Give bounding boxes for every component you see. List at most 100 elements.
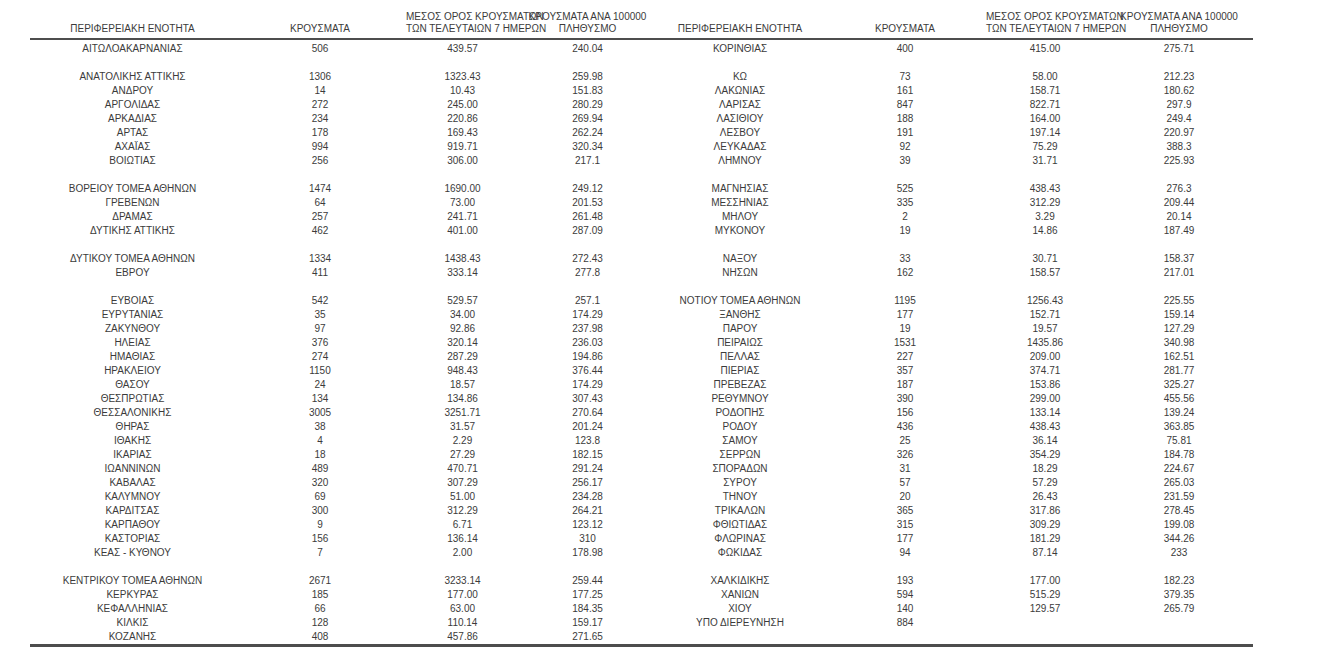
avg7-cell-right: 129.57 [985,602,1105,616]
region-cell-left: ΖΑΚΥΝΘΟΥ [30,322,235,336]
table-row: ΚΑΣΤΟΡΙΑΣ156136.14310ΦΛΩΡΙΝΑΣ177181.2934… [30,532,1253,546]
avg7-cell-left: 241.71 [405,210,520,224]
cases-cell-right: 357 [825,364,985,378]
table-row: ΚΕΡΚΥΡΑΣ185177.00177.25ΧΑΝΙΩΝ594515.2937… [30,588,1253,602]
avg7-cell-right: 133.14 [985,406,1105,420]
region-cell-left: ΚΟΖΑΝΗΣ [30,630,235,646]
region-cell-left: ΑΡΤΑΣ [30,126,235,140]
cases-cell-left: 7 [235,546,405,560]
per100k-cell-left: 320.34 [520,140,655,154]
avg7-cell-right: 354.29 [985,448,1105,462]
per100k-cell-left: 271.65 [520,630,655,646]
region-cell-right: ΠΕΛΛΑΣ [655,350,825,364]
per100k-cell-right [1105,168,1253,182]
cases-cell-left [235,168,405,182]
avg7-cell-right: 57.29 [985,476,1105,490]
avg7-cell-right [985,616,1105,630]
cases-cell-right [825,168,985,182]
region-cell-left: ΚΕΦΑΛΛΗΝΙΑΣ [30,602,235,616]
per100k-cell-right: 275.71 [1105,39,1253,56]
region-cell-right: ΤΗΝΟΥ [655,490,825,504]
table-row: ΗΛΕΙΑΣ376320.14236.03ΠΕΙΡΑΙΩΣ15311435.86… [30,336,1253,350]
table-row [30,238,1253,252]
avg7-cell-left: 92.86 [405,322,520,336]
avg7-cell-left: 1438.43 [405,252,520,266]
per100k-cell-left: 259.98 [520,70,655,84]
avg7-cell-left: 306.00 [405,154,520,168]
per100k-cell-right: 231.59 [1105,490,1253,504]
cases-cell-right [825,56,985,70]
per100k-cell-right: 220.97 [1105,126,1253,140]
per100k-cell-left: 159.17 [520,616,655,630]
per100k-cell-right: 265.79 [1105,602,1253,616]
avg7-cell-right: 31.71 [985,154,1105,168]
cases-cell-left: 376 [235,336,405,350]
per100k-cell-right [1105,238,1253,252]
avg7-cell-left: 287.29 [405,350,520,364]
per100k-cell-left: 287.09 [520,224,655,238]
region-cell-right: ΛΕΥΚΑΔΑΣ [655,140,825,154]
per100k-cell-right: 20.14 [1105,210,1253,224]
region-cell-left: ΚΕΡΚΥΡΑΣ [30,588,235,602]
region-cell-right: ΚΩ [655,70,825,84]
per100k-cell-left: 264.21 [520,504,655,518]
cases-cell-left: 274 [235,350,405,364]
table-row: ΑΡΓΟΛΙΔΑΣ272245.00280.29ΛΑΡΙΣΑΣ847822.71… [30,98,1253,112]
table-row: ΘΕΣΣΑΛΟΝΙΚΗΣ30053251.71270.64ΡΟΔΟΠΗΣ1561… [30,406,1253,420]
table-row: ΘΑΣΟΥ2418.57174.29ΠΡΕΒΕΖΑΣ187153.86325.2… [30,378,1253,392]
per100k-cell-right: 199.08 [1105,518,1253,532]
cases-cell-left: 185 [235,588,405,602]
header-cases-right: ΚΡΟΥΣΜΑΤΑ [825,11,985,39]
cases-cell-right: 315 [825,518,985,532]
avg7-cell-right: 309.29 [985,518,1105,532]
per100k-cell-left: 249.12 [520,182,655,196]
cases-cell-left: 134 [235,392,405,406]
cases-cell-left: 462 [235,224,405,238]
avg7-cell-left: 177.00 [405,588,520,602]
cases-cell-left: 1474 [235,182,405,196]
region-cell-left: ΔΥΤΙΚΗΣ ΑΤΤΙΚΗΣ [30,224,235,238]
header-cases-right-label: ΚΡΟΥΣΜΑΤΑ [826,23,984,35]
table-header: ΠΕΡΙΦΕΡΕΙΑΚΗ ΕΝΟΤΗΤΑ ΚΡΟΥΣΜΑΤΑ ΜΕΣΟΣ ΟΡΟ… [30,11,1253,39]
header-region-right-label: ΠΕΡΙΦΕΡΕΙΑΚΗ ΕΝΟΤΗΤΑ [656,23,824,35]
table-row [30,168,1253,182]
per100k-cell-left: 174.29 [520,378,655,392]
cases-cell-left: 97 [235,322,405,336]
cases-cell-left: 1306 [235,70,405,84]
per100k-cell-left: 177.25 [520,588,655,602]
per100k-cell-right: 212.23 [1105,70,1253,84]
region-cell-right: ΛΑΡΙΣΑΣ [655,98,825,112]
region-cell-left: ΘΕΣΣΑΛΟΝΙΚΗΣ [30,406,235,420]
per100k-cell-right [1105,56,1253,70]
header-per100k-right-line2: ΠΛΗΘΥΣΜΟ [1106,23,1252,35]
cases-cell-left: 24 [235,378,405,392]
per100k-cell-left [520,56,655,70]
per100k-cell-left: 151.83 [520,84,655,98]
avg7-cell-right: 26.43 [985,490,1105,504]
avg7-cell-right: 415.00 [985,39,1105,56]
cases-cell-right: 884 [825,616,985,630]
cases-cell-right: 177 [825,532,985,546]
region-cell-right: ΦΘΙΩΤΙΔΑΣ [655,518,825,532]
avg7-cell-right: 177.00 [985,574,1105,588]
per100k-cell-right: 379.35 [1105,588,1253,602]
header-region-left: ΠΕΡΙΦΕΡΕΙΑΚΗ ΕΝΟΤΗΤΑ [30,11,235,39]
avg7-cell-right: 1435.86 [985,336,1105,350]
per100k-cell-right: 127.29 [1105,322,1253,336]
per100k-cell-right [1105,560,1253,574]
region-cell-left: ΕΥΒΟΙΑΣ [30,294,235,308]
table-row [30,56,1253,70]
region-cell-left: ΚΑΒΑΛΑΣ [30,476,235,490]
cases-cell-left: 994 [235,140,405,154]
cases-cell-left: 38 [235,420,405,434]
avg7-cell-right: 197.14 [985,126,1105,140]
avg7-cell-left: 3233.14 [405,574,520,588]
table-row: ΘΗΡΑΣ3831.57201.24ΡΟΔΟΥ436438.43363.85 [30,420,1253,434]
avg7-cell-right [985,630,1105,646]
region-cell-right: ΛΗΜΝΟΥ [655,154,825,168]
per100k-cell-right: 388.3 [1105,140,1253,154]
avg7-cell-right [985,168,1105,182]
avg7-cell-right: 312.29 [985,196,1105,210]
cases-cell-left: 156 [235,532,405,546]
region-cell-left: ΗΡΑΚΛΕΙΟΥ [30,364,235,378]
